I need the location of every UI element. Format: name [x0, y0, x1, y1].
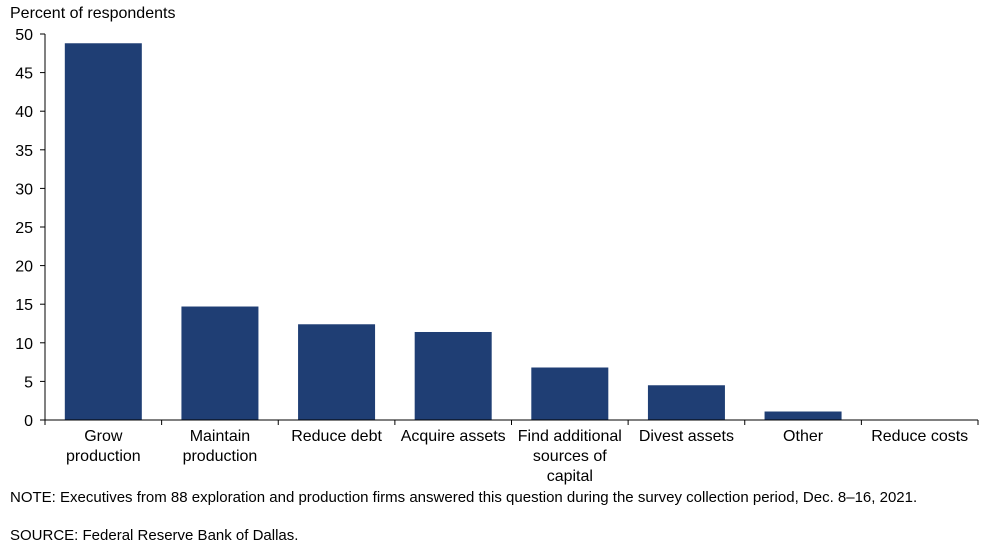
y-tick-label: 40 [15, 104, 33, 121]
bar [181, 306, 259, 420]
y-tick-label: 0 [24, 413, 33, 430]
x-tick-label: Divest assets [639, 428, 734, 445]
chart-source: SOURCE: Federal Reserve Bank of Dallas. [10, 527, 299, 544]
y-tick-label: 45 [15, 66, 33, 83]
y-axis-title: Percent of respondents [10, 5, 175, 22]
x-tick-label: Reduce debt [291, 428, 382, 445]
x-tick-label: Other [783, 428, 824, 445]
y-tick-label: 5 [24, 374, 33, 391]
chart-note: NOTE: Executives from 88 exploration and… [10, 489, 918, 506]
y-tick-label: 10 [15, 336, 33, 353]
bar [298, 324, 376, 420]
bar [764, 411, 842, 420]
bars [64, 43, 842, 420]
y-tick-label: 30 [15, 181, 33, 198]
x-tick-label: Grow production [66, 428, 141, 465]
bar [64, 43, 142, 420]
y-axis-ticks: 0 5 10 15 20 25 30 35 40 45 50 [15, 27, 45, 430]
bar [647, 385, 725, 420]
x-tick-label: Reduce costs [871, 428, 968, 445]
y-tick-label: 15 [15, 297, 33, 314]
bar [414, 331, 492, 420]
y-tick-label: 50 [15, 27, 33, 44]
x-tick-label: Find additional sources of capital [518, 428, 622, 485]
x-axis-ticks [44, 420, 979, 425]
y-tick-label: 35 [15, 143, 33, 160]
x-tick-label: Maintain production [183, 428, 258, 465]
bar [531, 367, 609, 420]
x-tick-label: Acquire assets [401, 428, 506, 445]
y-tick-label: 25 [15, 220, 33, 237]
y-tick-label: 20 [15, 259, 33, 276]
x-axis-labels: Grow production Maintain production Reduce d… [66, 428, 968, 485]
